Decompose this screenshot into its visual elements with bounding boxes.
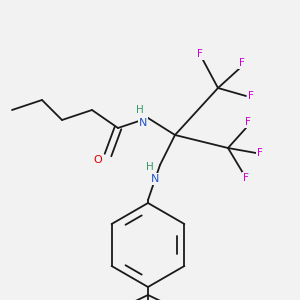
Text: F: F [239,58,245,68]
Text: N: N [139,118,147,128]
Text: F: F [257,148,263,158]
Text: F: F [243,173,249,183]
Text: F: F [248,91,254,101]
Text: N: N [151,174,159,184]
Text: F: F [197,49,203,59]
Text: F: F [245,117,251,127]
Text: O: O [94,155,102,165]
Text: H: H [136,105,144,115]
Text: H: H [146,162,154,172]
